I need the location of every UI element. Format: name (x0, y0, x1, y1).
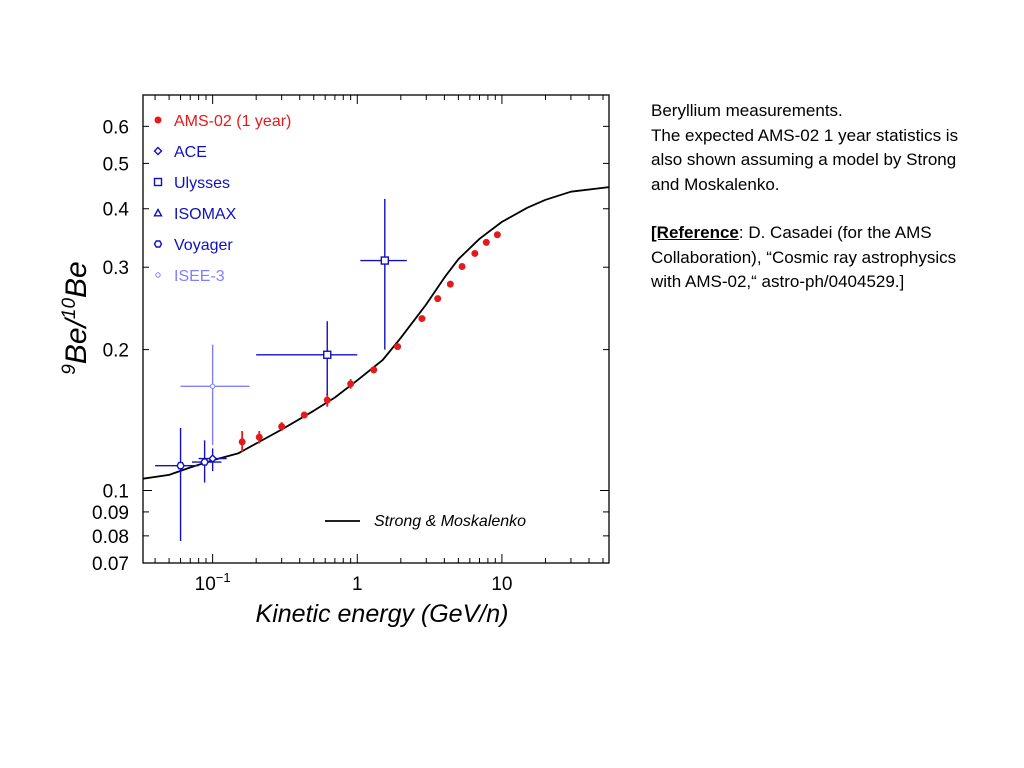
reference-note: [Reference: D. Casadei (for the AMS Coll… (651, 221, 971, 295)
voyager-marker (153, 240, 163, 248)
y-title-be-2: Be (60, 261, 93, 298)
isee3-marker (209, 383, 216, 389)
ams-marker (300, 411, 308, 419)
x-tick-labels: 10−1 1 10 (195, 570, 513, 595)
ace-marker (153, 146, 163, 156)
ams-marker (394, 343, 402, 351)
y-title-sup-10: 10 (59, 298, 80, 320)
ams-marker (434, 295, 442, 303)
y-tick-label: 0.1 (103, 482, 129, 503)
description-panel: Beryllium measurements. The expected AMS… (651, 99, 971, 295)
legend-label: ISOMAX (174, 206, 237, 223)
ulysses-marker (153, 177, 163, 187)
ams-marker (323, 396, 331, 404)
ulysses-marker (323, 350, 332, 359)
ams-marker (370, 366, 378, 374)
ams-marker (493, 231, 501, 239)
legend-item: ACE (153, 144, 207, 161)
model-legend-label: Strong & Moskalenko (374, 513, 526, 530)
legend-item: Voyager (153, 237, 233, 254)
ams-marker (255, 433, 263, 441)
ulysses-marker (380, 256, 390, 265)
y-tick-label: 0.3 (103, 258, 129, 279)
series-voyager (155, 428, 222, 542)
legend-item: ISEE-3 (155, 268, 225, 285)
axis-ticks (143, 94, 609, 564)
reference-label: [Reference (651, 223, 739, 242)
data-points (155, 198, 501, 542)
x-axis-title: Kinetic energy (GeV/n) (256, 600, 509, 628)
legend-label: ACE (174, 144, 207, 161)
y-tick-label: 0.6 (103, 117, 129, 138)
ams-marker (458, 263, 466, 271)
y-title-be-1: Be/ (60, 316, 93, 364)
x-tick-label: 10−1 (195, 570, 231, 595)
plot-frame (142, 94, 610, 564)
legend: AMS-02 (1 year) ACE Ulysses ISOMAX Voyager IS… (153, 113, 291, 285)
ams-marker (278, 423, 286, 431)
x-tick-label: 1 (352, 574, 363, 595)
ams-marker (347, 380, 355, 388)
legend-label: Voyager (174, 237, 233, 254)
legend-label: Ulysses (174, 175, 230, 192)
voyager-marker (200, 458, 209, 466)
model-legend: Strong & Moskalenko (325, 513, 526, 530)
plot-border (142, 94, 610, 564)
ams-marker (154, 116, 162, 124)
y-tick-label: 0.08 (92, 527, 129, 548)
y-tick-label: 0.07 (92, 554, 129, 575)
y-tick-label: 0.4 (103, 200, 130, 221)
ams-marker (446, 280, 454, 288)
isomax-marker (153, 208, 163, 217)
chart: 0.6 0.5 0.4 0.3 0.2 0.10.09 0.08 0.07 10−1 1 10 A… (59, 94, 610, 628)
x-tick-label: 10 (491, 574, 512, 595)
y-tick-label: 0.2 (103, 341, 129, 362)
legend-item: ISOMAX (153, 206, 237, 223)
voyager-marker (176, 461, 185, 470)
y-axis-title: 9Be/10Be (59, 261, 93, 374)
description-title: Beryllium measurements. (651, 101, 843, 120)
reference-text: : D. Casadei (for the AMS Collaboration)… (651, 223, 957, 291)
legend-label: AMS-02 (1 year) (174, 113, 291, 130)
series-ulysses (256, 198, 407, 395)
description-body: The expected AMS-02 1 year statistics is… (651, 125, 959, 194)
ams-marker (418, 315, 426, 323)
y-tick-labels: 0.6 0.5 0.4 0.3 0.2 0.10.09 0.08 0.07 (92, 117, 129, 575)
ams-marker (471, 249, 479, 257)
y-tick-label: 0.5 (103, 154, 129, 175)
isee3-marker (155, 272, 161, 278)
series-isee-3 (180, 344, 250, 446)
ams-marker (238, 438, 246, 446)
y-title-sup-9: 9 (59, 364, 80, 375)
legend-item: Ulysses (153, 175, 230, 192)
legend-label: ISEE-3 (174, 268, 225, 285)
ams-marker (482, 238, 490, 246)
legend-item: AMS-02 (1 year) (154, 113, 291, 130)
series-ams-02-1-year- (238, 231, 501, 452)
y-tick-label: 0.09 (92, 503, 129, 524)
